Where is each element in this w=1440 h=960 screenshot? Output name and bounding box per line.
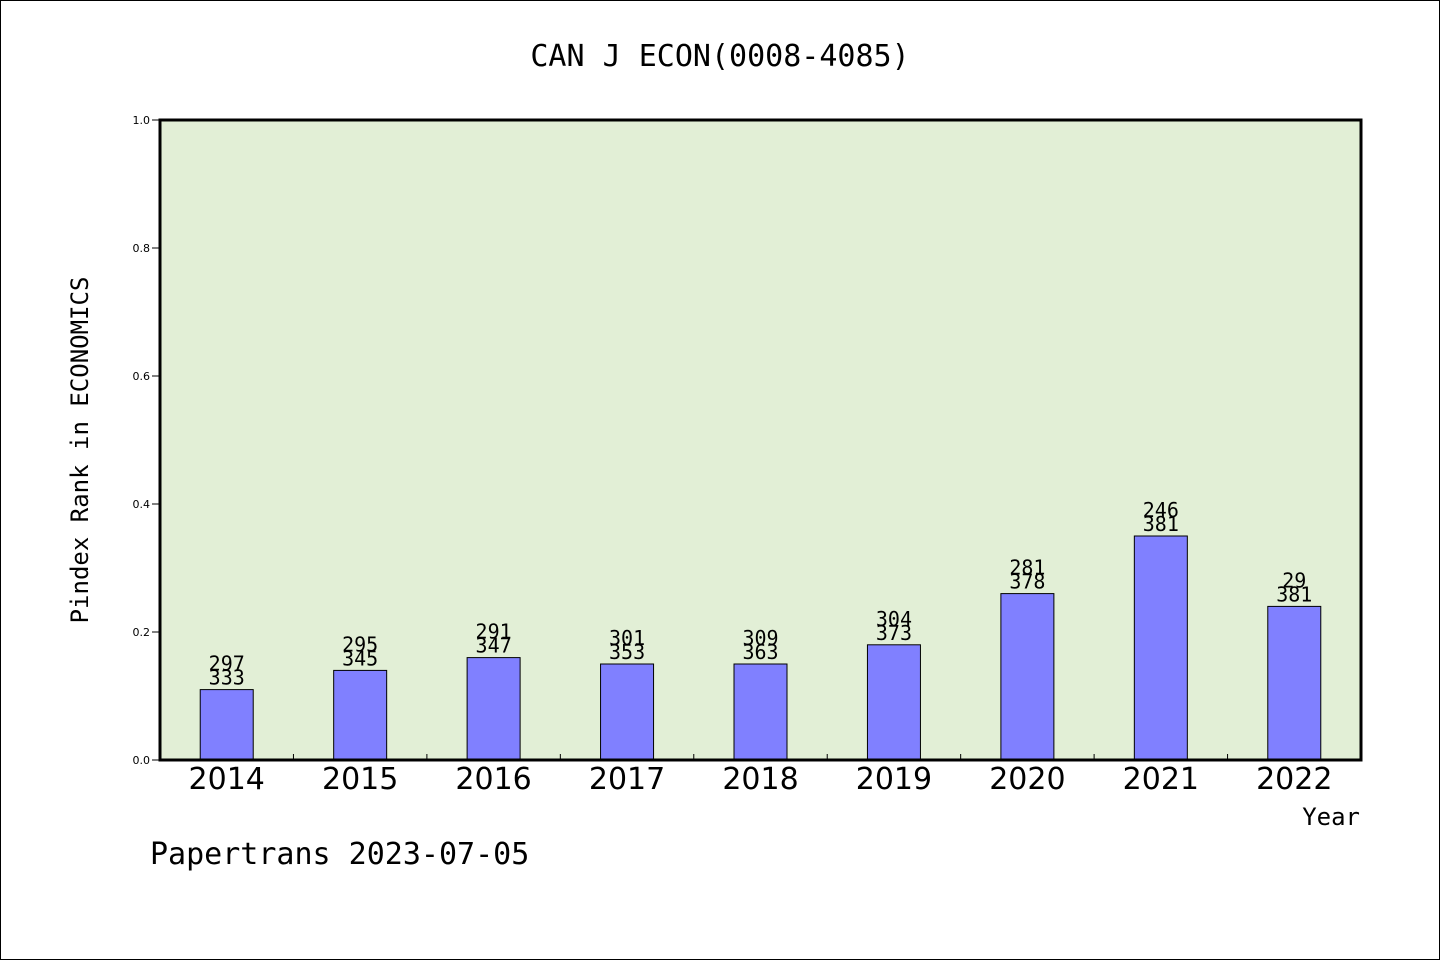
total-label: 363 <box>742 640 778 664</box>
y-tick-label: 1.0 <box>133 114 151 127</box>
bar-2018 <box>733 663 788 761</box>
footer-credit: Papertrans 2023-07-05 <box>150 837 529 872</box>
total-label: 345 <box>342 646 378 670</box>
axis-ticks: 0.0 0.2 0.4 0.6 0.8 1.0 <box>133 114 1229 767</box>
bar-2022 <box>1267 605 1322 761</box>
y-tick-label: 0.0 <box>133 754 151 767</box>
x-tick-label: 2018 <box>722 762 798 797</box>
rank-label: 304 <box>876 607 912 631</box>
x-tick-label: 2021 <box>1123 762 1199 797</box>
rank-label: 295 <box>342 632 378 656</box>
rank-label: 297 <box>209 652 245 676</box>
x-tick-label: 2017 <box>589 762 665 797</box>
x-axis-label: Year <box>1302 803 1360 831</box>
rank-label: 291 <box>476 620 512 644</box>
total-label: 353 <box>609 640 645 664</box>
total-label: 333 <box>209 666 245 690</box>
y-axis-label: Pindex Rank in ECONOMICS <box>66 277 94 624</box>
x-tick-label: 2015 <box>322 762 398 797</box>
plot-border <box>158 118 1363 762</box>
rank-label: 246 <box>1143 498 1179 522</box>
rank-label: 281 <box>1009 556 1045 580</box>
bar-2021 <box>1133 535 1188 761</box>
bar-group <box>199 535 1322 761</box>
x-tick-label: 2016 <box>455 762 531 797</box>
x-tick-label: 2014 <box>189 762 265 797</box>
y-tick-label: 0.6 <box>133 370 151 383</box>
x-tick-label: 2019 <box>856 762 932 797</box>
x-tick-label: 2020 <box>989 762 1065 797</box>
y-tick-label: 0.4 <box>133 498 151 511</box>
bar-2015 <box>333 669 388 761</box>
bar-2019 <box>866 644 921 761</box>
rank-label: 301 <box>609 626 645 650</box>
total-label: 378 <box>1009 570 1045 594</box>
bar-2014 <box>199 689 254 761</box>
rank-label: 29 <box>1282 568 1306 592</box>
bar-2016 <box>466 657 521 761</box>
x-tick-label: 2022 <box>1256 762 1332 797</box>
y-tick-label: 0.2 <box>133 626 151 639</box>
total-label: 381 <box>1143 512 1179 536</box>
total-label: 347 <box>476 634 512 658</box>
bar-2020 <box>1000 593 1055 761</box>
total-label: 373 <box>876 621 912 645</box>
chart-title: CAN J ECON(0008-4085) <box>530 39 909 74</box>
total-label: 381 <box>1276 582 1312 606</box>
rank-label: 309 <box>742 626 778 650</box>
bar-2017 <box>600 663 655 761</box>
y-tick-label: 0.8 <box>133 242 151 255</box>
